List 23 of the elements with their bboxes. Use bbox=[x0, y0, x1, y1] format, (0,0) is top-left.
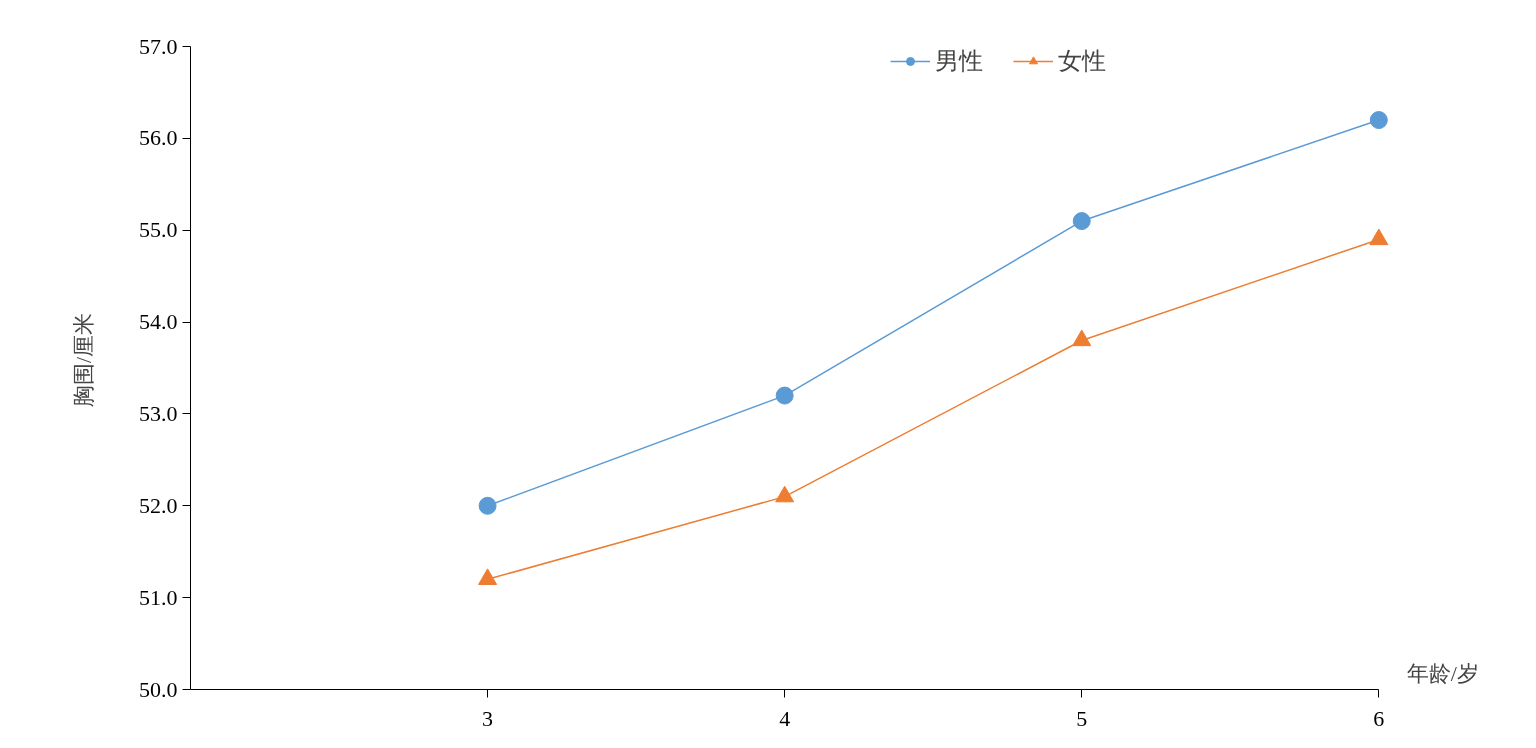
legend-label: 女性 bbox=[1058, 47, 1106, 76]
x-tick-label: 6 bbox=[1373, 705, 1385, 731]
point bbox=[775, 485, 795, 503]
point bbox=[1072, 329, 1092, 347]
y-tick-label: 50.0 bbox=[139, 676, 178, 702]
y-tick-label: 52.0 bbox=[139, 492, 178, 518]
point bbox=[1369, 111, 1388, 130]
y-tick-label: 51.0 bbox=[139, 584, 178, 610]
y-tick-label: 56.0 bbox=[139, 125, 178, 151]
x-axis-title: 年龄/岁 bbox=[1406, 660, 1479, 686]
point bbox=[478, 568, 498, 585]
point bbox=[775, 386, 794, 405]
y-axis-title: 胸围/厘米 bbox=[71, 312, 96, 408]
x-tick-label: 4 bbox=[779, 705, 791, 731]
y-tick-label: 53.0 bbox=[139, 400, 178, 426]
legend-label: 男性 bbox=[935, 47, 983, 76]
x-tick-label: 3 bbox=[482, 705, 494, 731]
y-tick-label: 57.0 bbox=[139, 33, 178, 59]
y-tick-label: 54.0 bbox=[139, 309, 178, 335]
y-tick-label: 55.0 bbox=[139, 217, 178, 243]
point bbox=[1072, 212, 1091, 231]
x-tick-label: 5 bbox=[1076, 705, 1088, 731]
point bbox=[478, 496, 497, 515]
